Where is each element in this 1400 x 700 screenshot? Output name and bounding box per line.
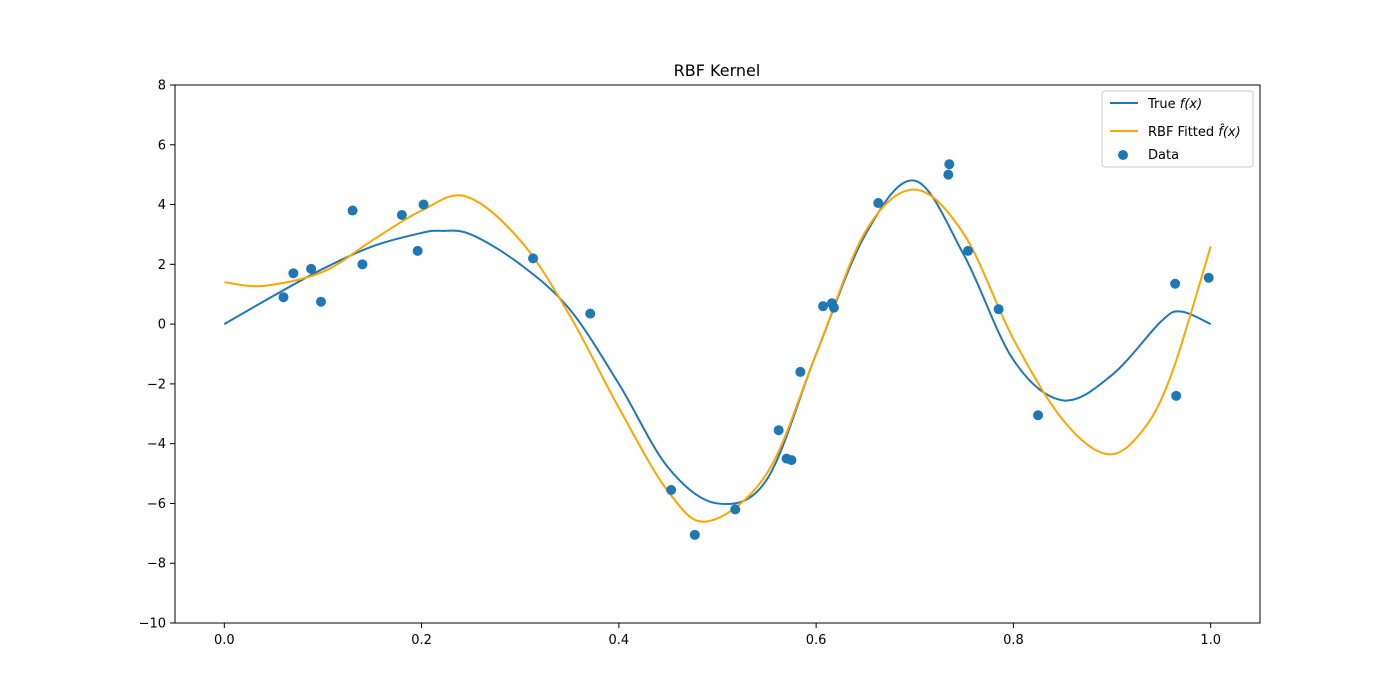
data-point xyxy=(689,529,700,540)
lines-layer xyxy=(223,179,1212,523)
data-point xyxy=(288,268,299,279)
y-tick-label: 8 xyxy=(158,79,166,94)
data-point xyxy=(412,245,423,256)
data-point xyxy=(418,199,429,210)
data-point xyxy=(306,263,317,274)
legend-fitted-label: RBF Fitted f̂(x) xyxy=(1148,125,1241,140)
data-point xyxy=(1171,390,1182,401)
y-tick-label: −6 xyxy=(147,497,166,512)
x-tick-label: 0.6 xyxy=(806,633,827,648)
data-point xyxy=(993,304,1004,315)
legend-true-label: True f(x) xyxy=(1147,97,1202,112)
plot-area xyxy=(174,84,1261,624)
y-tick-label: −10 xyxy=(139,617,166,632)
data-point xyxy=(528,253,539,264)
x-tick-label: 0.2 xyxy=(411,633,432,648)
legend-fitted-text: RBF Fitted xyxy=(1148,125,1218,140)
x-axis: 0.0 0.2 0.4 0.6 0.8 1.0 xyxy=(214,623,1221,648)
data-point xyxy=(828,302,839,313)
data-point xyxy=(773,425,784,436)
data-point xyxy=(396,210,407,221)
legend-box xyxy=(1101,90,1254,168)
data-point xyxy=(357,259,368,270)
y-tick-label: −8 xyxy=(147,557,166,572)
y-axis: −10 −8 −6 −4 −2 0 2 4 6 8 xyxy=(139,79,175,632)
y-tick-label: 2 xyxy=(158,258,166,273)
x-tick-label: 0.4 xyxy=(609,633,630,648)
legend-data-label: Data xyxy=(1148,148,1179,163)
x-tick-label: 0.8 xyxy=(1003,633,1024,648)
scatter-points-layer xyxy=(278,159,1214,540)
data-point xyxy=(873,198,884,209)
rbf-fitted-line xyxy=(224,188,1212,523)
y-tick-label: 6 xyxy=(158,138,166,153)
data-point xyxy=(730,504,741,515)
x-tick-label: 1.0 xyxy=(1200,633,1221,648)
legend: True f(x) RBF Fitted f̂(x) Data xyxy=(1101,90,1254,168)
true-function-line xyxy=(223,179,1212,506)
data-point xyxy=(1170,278,1181,289)
legend-true-math: f(x) xyxy=(1180,97,1202,112)
data-point xyxy=(795,366,806,377)
data-point xyxy=(1203,272,1214,283)
y-tick-label: 4 xyxy=(158,198,166,213)
data-point xyxy=(1033,410,1044,421)
data-point xyxy=(315,296,326,307)
legend-fitted-math: f̂(x) xyxy=(1218,125,1240,140)
legend-true-text: True xyxy=(1147,97,1180,112)
chart-title: RBF Kernel xyxy=(674,61,761,80)
y-tick-label: −2 xyxy=(147,377,166,392)
data-point xyxy=(943,169,954,180)
y-tick-label: −4 xyxy=(147,437,166,452)
data-point xyxy=(585,308,596,319)
data-point xyxy=(963,245,974,256)
y-tick-label: 0 xyxy=(158,318,166,333)
data-point xyxy=(944,159,955,170)
data-point xyxy=(347,205,358,216)
legend-data-swatch xyxy=(1118,150,1128,160)
data-point xyxy=(666,484,677,495)
data-point xyxy=(786,455,797,466)
axes-frame xyxy=(174,84,1261,624)
data-point xyxy=(818,301,829,312)
data-point xyxy=(278,292,289,303)
x-tick-label: 0.0 xyxy=(214,633,235,648)
